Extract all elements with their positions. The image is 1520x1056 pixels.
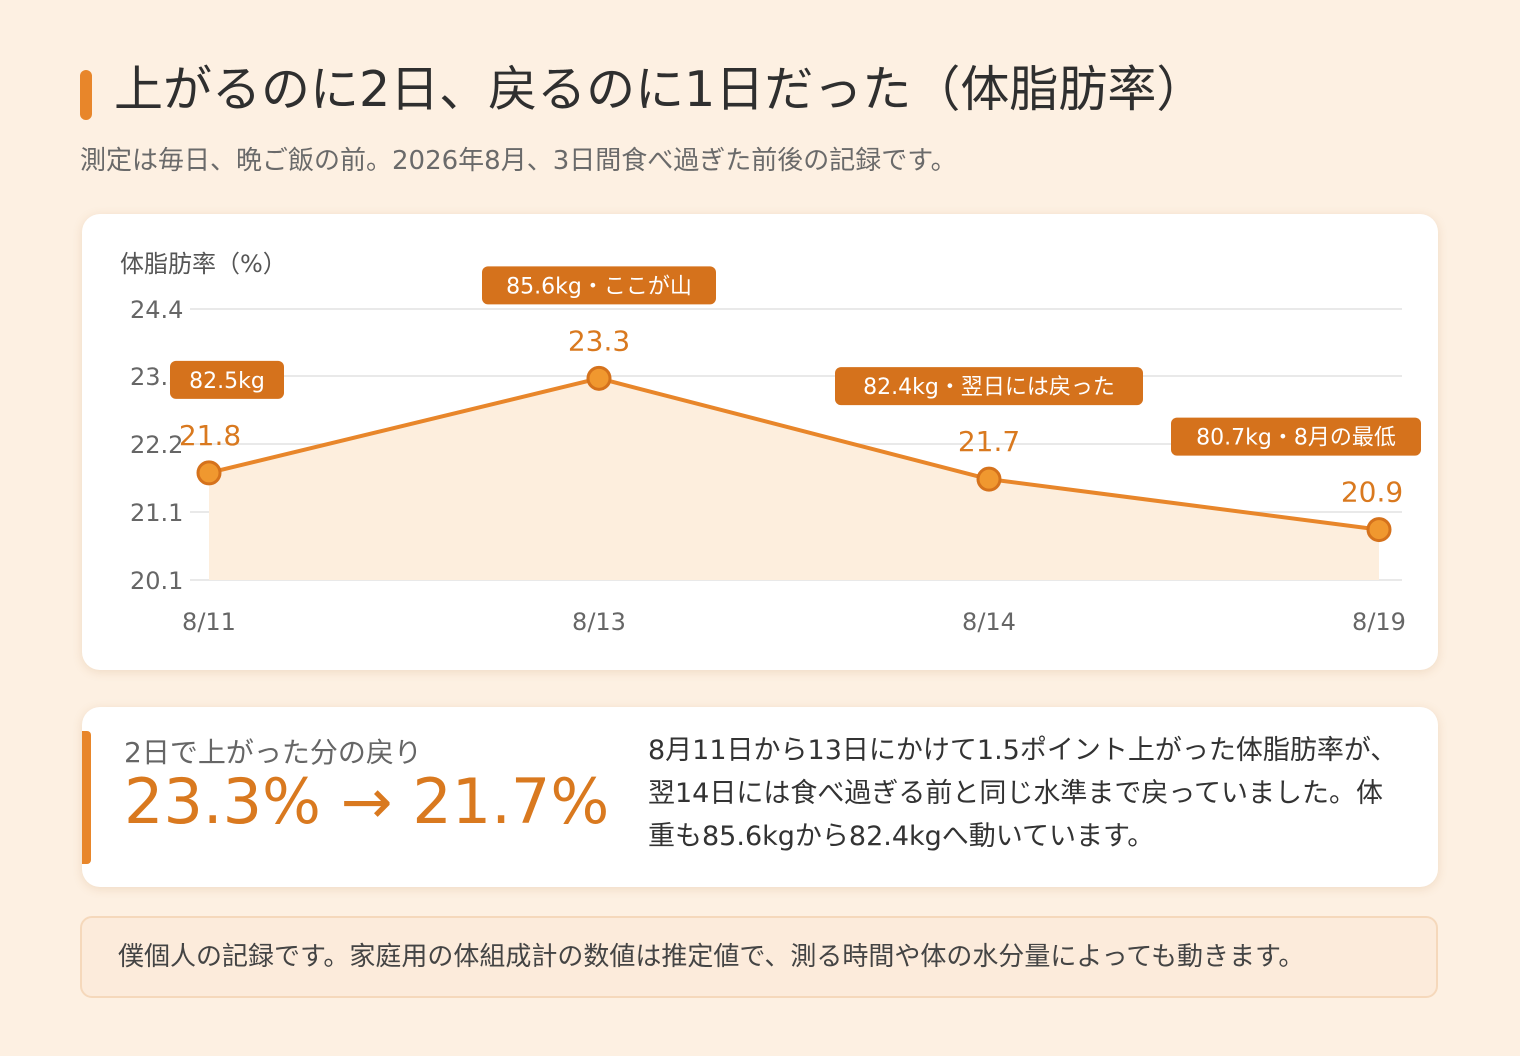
x-tick-label: 8/19 [1352, 608, 1406, 636]
annotation-text: 82.5kg [189, 369, 265, 394]
data-point [196, 460, 222, 486]
summary-card: 2日で上がった分の戻り 23.3% → 21.7% 8月11日から13日にかけて… [82, 707, 1438, 887]
y-tick-label: 22.2 [130, 431, 183, 459]
annotation-text: 85.6kg・ここが山 [506, 274, 692, 299]
y-axis-label: 体脂肪率（%） [120, 250, 287, 278]
data-point [1366, 517, 1392, 543]
summary-value: 23.3% → 21.7% [124, 765, 610, 838]
value-label: 21.8 [179, 419, 241, 452]
data-point [586, 365, 612, 391]
value-label: 21.7 [958, 425, 1020, 458]
y-tick-label: 20.1 [130, 567, 183, 595]
annotation-text: 80.7kg・8月の最低 [1196, 426, 1396, 451]
area-fill [209, 378, 1379, 580]
data-point [976, 466, 1002, 492]
annotation-callout [170, 360, 284, 399]
disclaimer-note: 僕個人の記録です。家庭用の体組成計の数値は推定値で、測る時間や体の水分量によって… [80, 916, 1438, 998]
value-label: 20.9 [1341, 476, 1403, 509]
y-tick-label: 21.1 [130, 499, 183, 527]
annotation-callout [1171, 417, 1421, 456]
annotation-callout [835, 367, 1143, 406]
series-line [208, 376, 1380, 532]
x-tick-label: 8/14 [962, 608, 1016, 636]
disclaimer-text: 僕個人の記録です。家庭用の体組成計の数値は推定値で、測る時間や体の水分量によって… [118, 942, 1305, 972]
summary-accent-bar [82, 731, 91, 864]
annotation-callout [482, 266, 716, 305]
annotation-text: 82.4kg・翌日には戻った [863, 375, 1115, 400]
x-tick-label: 8/13 [572, 608, 626, 636]
line-chart: 24.423.322.221.120.121.882.5kg23.385.6kg… [130, 266, 1421, 636]
summary-text: 8月11日から13日にかけて1.5ポイント上がった体脂肪率が、翌14日には食べ過… [648, 735, 1398, 852]
title-accent-bar [80, 70, 92, 120]
chart-card: 体脂肪率（%） 24.4 23.3 22.2 21.1 20.1 21.8 82.5kg 23… [82, 214, 1438, 670]
page-title: 上がるのに2日、戻るのに1日だった（体脂肪率） [114, 61, 1206, 118]
summary-label: 2日で上がった分の戻り [124, 736, 422, 769]
x-tick-label: 8/11 [182, 608, 236, 636]
page-subtitle: 測定は毎日、晩ご飯の前。2026年8月、3日間食べ過ぎた前後の記録です。 [80, 146, 957, 176]
value-label: 23.3 [568, 324, 630, 357]
y-tick-label: 24.4 [130, 296, 183, 324]
